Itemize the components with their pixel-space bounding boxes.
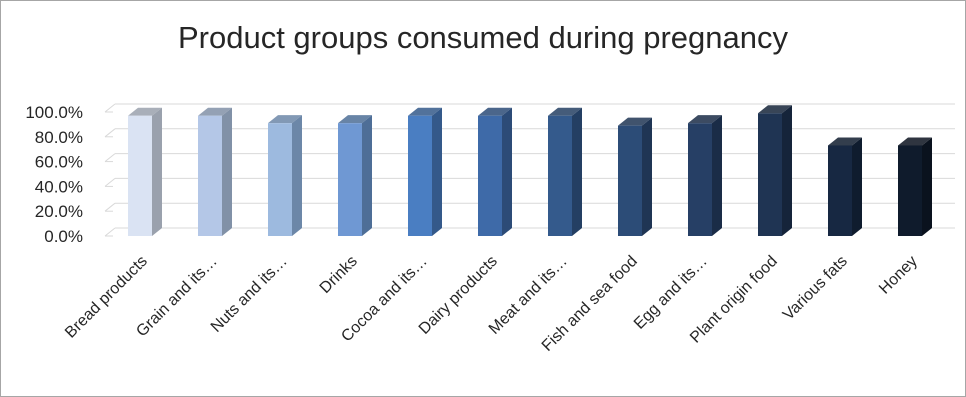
bar-side xyxy=(922,137,932,236)
bar-side xyxy=(362,115,372,236)
bar xyxy=(338,123,362,236)
gridline-diag xyxy=(104,202,116,212)
bar-top xyxy=(128,107,162,116)
bar-side xyxy=(292,115,302,236)
chart-title: Product groups consumed during pregnancy xyxy=(177,20,789,55)
bar-side xyxy=(432,107,442,236)
bar-side xyxy=(152,107,162,236)
bar-top xyxy=(688,115,722,124)
x-tick-label: Egg and its… xyxy=(631,253,711,333)
gridline-diag xyxy=(104,128,116,138)
bar-top xyxy=(898,137,932,146)
bar xyxy=(128,115,152,236)
gridline-diag xyxy=(104,227,116,237)
bar-side xyxy=(782,105,792,237)
bar xyxy=(268,123,292,236)
y-tick-label: 80.0% xyxy=(35,128,83,147)
x-tick-label: Various fats xyxy=(780,253,851,324)
bar-side xyxy=(572,107,582,236)
bar xyxy=(898,145,922,236)
bar xyxy=(408,115,432,236)
gridline-diag xyxy=(104,103,116,113)
bar-top xyxy=(268,115,302,124)
bar xyxy=(758,113,782,236)
bar-top xyxy=(758,105,792,114)
bar-top xyxy=(478,107,512,116)
gridline-diag xyxy=(104,153,116,162)
bar-top xyxy=(198,107,232,116)
bar xyxy=(828,145,852,236)
bar-side xyxy=(852,137,862,236)
y-tick-label: 100.0% xyxy=(25,103,83,122)
bar xyxy=(688,123,712,236)
bar-side xyxy=(642,117,652,236)
bar-top xyxy=(618,117,652,126)
y-tick-label: 20.0% xyxy=(35,202,83,221)
bar-top xyxy=(338,115,372,124)
x-tick-label: Drinks xyxy=(317,253,361,297)
bar-side xyxy=(502,107,512,236)
bar xyxy=(478,115,502,236)
bar-top xyxy=(408,107,442,116)
bar xyxy=(548,115,572,236)
y-tick-label: 0.0% xyxy=(44,227,83,246)
y-tick-label: 60.0% xyxy=(35,153,83,172)
bar xyxy=(198,115,222,236)
bar-side xyxy=(712,115,722,236)
gridline-diag xyxy=(104,178,116,187)
x-tick-label: Honey xyxy=(876,253,921,298)
bar-side xyxy=(222,107,232,236)
y-tick-label: 40.0% xyxy=(35,177,83,196)
bar xyxy=(618,125,642,236)
bar-top xyxy=(548,107,582,116)
bar-top xyxy=(828,137,862,146)
